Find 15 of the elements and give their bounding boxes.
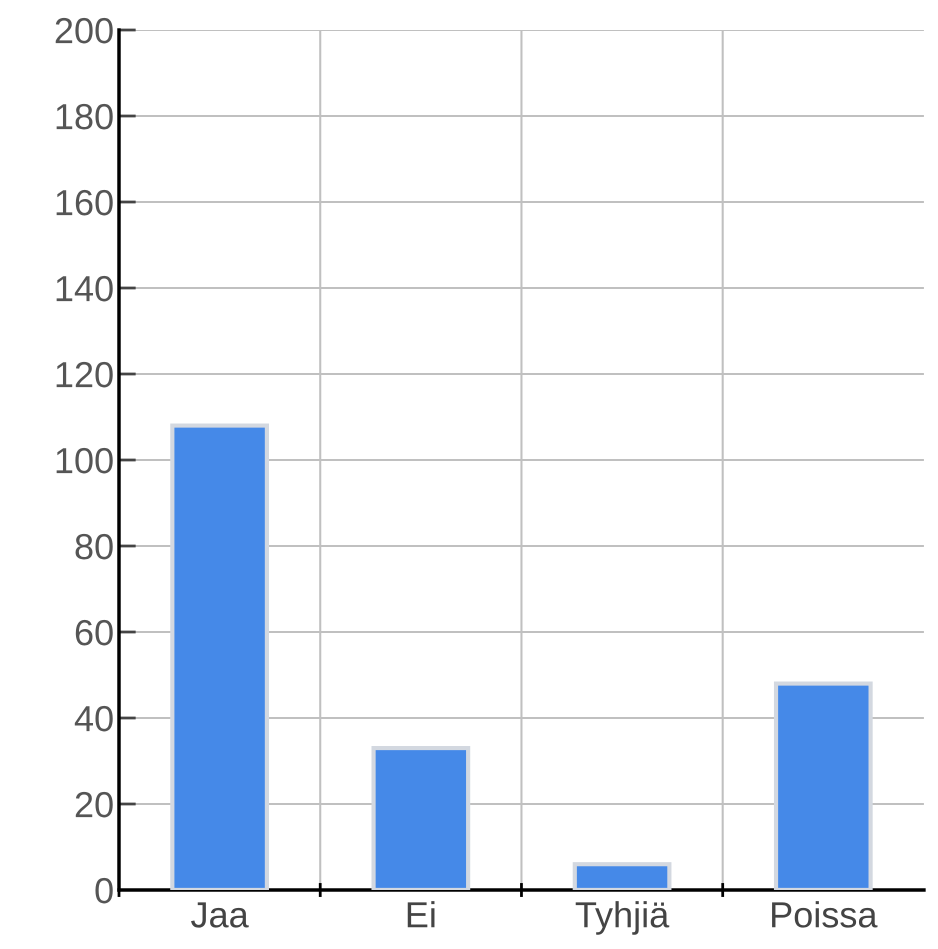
y-tick-label: 20 xyxy=(76,792,113,818)
y-tick-label: 160 xyxy=(56,190,113,216)
y-tick-label: 180 xyxy=(56,104,113,130)
y-tick-label: 40 xyxy=(74,706,113,732)
y-tick-label: 0 xyxy=(95,878,113,904)
y-tick-label: 140 xyxy=(56,276,113,302)
x-tick-label: Tyhjiä xyxy=(576,901,670,935)
y-tick-label: 200 xyxy=(56,18,113,44)
x-tick-label: Poissa xyxy=(772,901,878,928)
x-tick-label: Ei xyxy=(408,901,434,928)
y-tick-label: 100 xyxy=(56,448,113,474)
y-tick-label: 120 xyxy=(56,362,113,388)
x-tick-label: Jaa xyxy=(191,902,249,928)
y-tick-label: 80 xyxy=(76,534,113,560)
y-tick-label: 60 xyxy=(76,620,113,646)
